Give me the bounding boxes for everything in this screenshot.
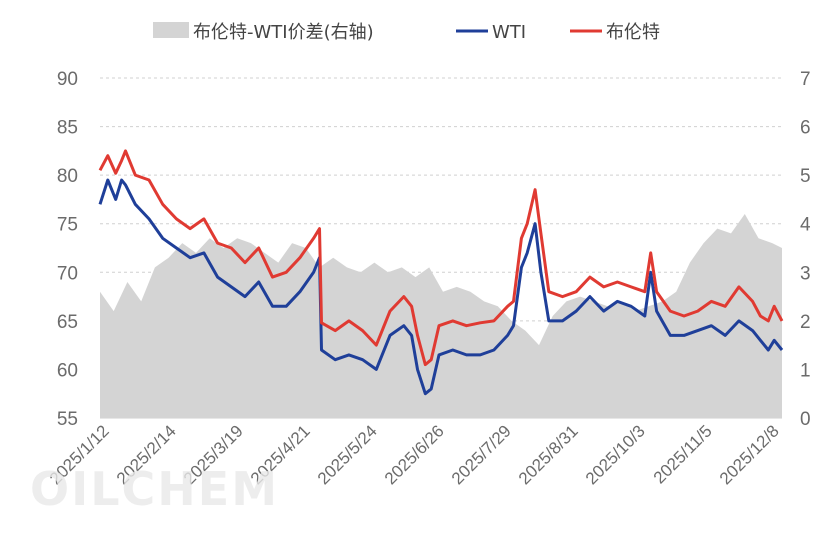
brent-line bbox=[98, 149, 784, 367]
legend-swatch-spread bbox=[153, 22, 189, 38]
wti-line bbox=[98, 178, 784, 396]
legend: 布伦特-WTI价差(右轴) WTI 布伦特 bbox=[153, 22, 660, 43]
x-tick-label: 2025/12/8 bbox=[716, 421, 783, 488]
legend-label: 布伦特-WTI价差(右轴) bbox=[193, 22, 374, 43]
watermark: OILCHEM bbox=[30, 462, 279, 516]
y-left-tick: 65 bbox=[57, 312, 78, 333]
x-tick-label: 2025/6/26 bbox=[381, 421, 448, 488]
y-left-tick: 70 bbox=[57, 263, 78, 284]
x-tick-label: 2025/10/3 bbox=[582, 421, 649, 488]
y-right-tick: 3 bbox=[800, 263, 811, 284]
x-tick-label: 2025/11/5 bbox=[650, 421, 716, 487]
y-right-tick: 0 bbox=[800, 409, 811, 430]
y-right-tick: 5 bbox=[800, 166, 811, 187]
x-tick-label: 2025/7/29 bbox=[448, 421, 515, 488]
y-left-tick: 85 bbox=[57, 118, 78, 139]
y-left-tick: 55 bbox=[57, 409, 78, 430]
x-tick-label: 2025/5/24 bbox=[314, 421, 381, 488]
y-right-tick: 2 bbox=[800, 312, 811, 333]
y-left-tick: 60 bbox=[57, 360, 78, 381]
x-tick-label: 2025/8/31 bbox=[515, 421, 582, 488]
legend-label: 布伦特 bbox=[606, 22, 660, 43]
price-lines-layer bbox=[98, 149, 784, 396]
y-left-tick: 80 bbox=[57, 166, 78, 187]
y-left-tick: 90 bbox=[57, 69, 78, 90]
spread-area-layer bbox=[100, 214, 782, 418]
spread-area bbox=[100, 214, 782, 418]
y-right-tick: 7 bbox=[800, 69, 811, 90]
y-left-tick: 75 bbox=[57, 215, 78, 236]
y-right-tick: 6 bbox=[800, 118, 811, 139]
left-axis-ticks: 55 60 65 70 75 80 85 90 bbox=[57, 69, 78, 430]
y-right-tick: 4 bbox=[800, 215, 811, 236]
right-axis-ticks: 0 1 2 3 4 5 6 7 bbox=[800, 69, 811, 430]
legend-label: WTI bbox=[492, 22, 526, 43]
y-right-tick: 1 bbox=[800, 360, 811, 381]
